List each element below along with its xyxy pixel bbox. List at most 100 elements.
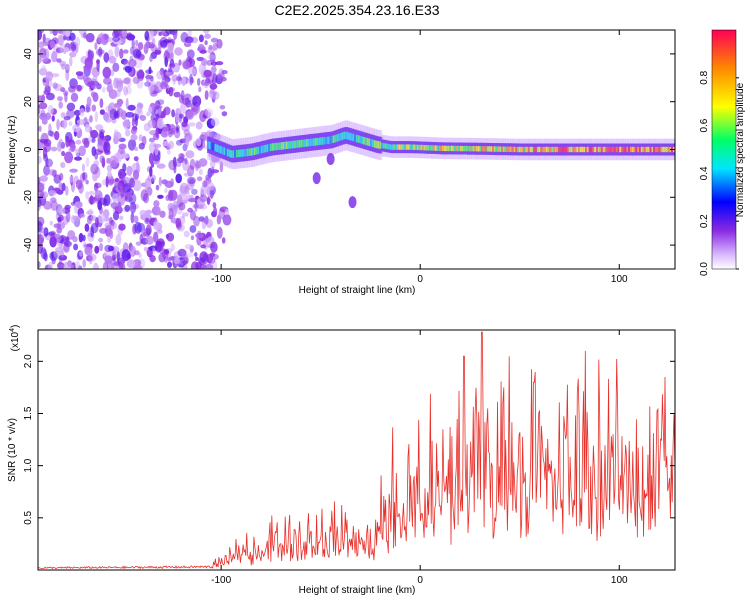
signal-core: [655, 146, 659, 153]
signal-fringe: [527, 138, 532, 161]
signal-core: [407, 144, 412, 150]
noise-blob: [104, 255, 113, 265]
signal-core: [553, 146, 557, 153]
signal-fringe: [257, 135, 261, 166]
signal-fringe: [459, 137, 463, 160]
noise-blob: [111, 260, 119, 269]
noise-blob: [56, 238, 60, 247]
noise-blob: [202, 180, 208, 188]
signal-fringe: [359, 124, 363, 155]
noise-blob: [172, 156, 177, 168]
noise-blob: [158, 176, 162, 187]
signal-core: [334, 134, 338, 143]
noise-blob: [143, 246, 148, 252]
noise-blob: [163, 108, 166, 115]
signal-fringe: [261, 134, 265, 165]
noise-blob: [198, 168, 203, 176]
noise-blob: [190, 235, 195, 241]
signal-fringe: [332, 124, 336, 155]
signal-fringe: [506, 138, 510, 160]
signal-core: [483, 146, 487, 152]
signal-core: [495, 146, 499, 152]
noise-blob: [130, 134, 138, 141]
signal-core: [427, 145, 431, 151]
noise-blob: [212, 202, 217, 209]
signal-core: [526, 146, 530, 153]
noise-blob: [81, 163, 85, 172]
signal-core: [330, 136, 334, 144]
signal-core: [355, 134, 360, 143]
noise-blob: [126, 34, 136, 41]
noise-blob: [149, 166, 153, 177]
noise-blob: [121, 30, 128, 38]
spectrogram-ylabel: Frequency (Hz): [7, 116, 18, 185]
noise-blob: [97, 200, 103, 211]
signal-core: [391, 144, 395, 150]
signal-fringe: [386, 135, 390, 158]
noise-blob: [203, 69, 212, 78]
noise-blob: [61, 150, 66, 157]
signal-core: [287, 141, 291, 149]
signal-fringe: [252, 136, 256, 167]
noise-blob: [150, 217, 158, 223]
signal-core: [467, 145, 471, 152]
noise-blob: [109, 155, 118, 168]
signal-fringe: [241, 138, 245, 169]
signal-fringe: [456, 137, 460, 160]
noise-blob: [153, 231, 159, 243]
noise-blob: [199, 263, 207, 269]
spectrogram-marks: [38, 30, 675, 269]
noise-blob: [54, 130, 60, 141]
signal-core: [357, 135, 361, 143]
signal-fringe: [354, 123, 358, 154]
signal-fringe: [366, 126, 370, 157]
colorbar-tick-label: 0.0: [699, 262, 710, 276]
noise-blob: [131, 38, 135, 50]
noise-blob: [125, 98, 129, 110]
noise-blob: [168, 159, 177, 171]
signal-fringe: [235, 138, 240, 169]
noise-blob: [78, 145, 86, 157]
signal-fringe: [244, 137, 248, 168]
signal-fringe: [658, 138, 662, 161]
signal-fringe: [268, 132, 272, 163]
noise-blob: [53, 174, 62, 184]
signal-core: [486, 146, 490, 152]
signal-fringe: [449, 137, 453, 160]
signal-fringe: [513, 138, 517, 161]
noise-blob: [184, 212, 189, 217]
noise-blob: [115, 234, 122, 246]
signal-fringe: [637, 138, 641, 161]
noise-blob: [38, 105, 41, 115]
signal-core: [646, 146, 650, 153]
signal-core: [284, 141, 288, 150]
signal-fringe: [246, 137, 250, 168]
signal-core: [603, 146, 607, 153]
signal-fringe: [273, 131, 277, 162]
signal-core: [314, 138, 318, 146]
signal-core: [252, 147, 256, 156]
signal-core: [295, 140, 299, 148]
signal-core: [235, 149, 240, 158]
signal-core: [393, 144, 397, 150]
signal-fringe: [664, 138, 668, 161]
noise-blob: [162, 126, 170, 137]
signal-fringe: [493, 138, 498, 160]
noise-blob: [179, 153, 185, 162]
noise-blob: [210, 90, 220, 101]
signal-fringe: [597, 138, 601, 161]
noise-blob: [181, 121, 188, 128]
signal-fringe: [393, 136, 397, 158]
signal-fringe: [427, 137, 431, 159]
signal-fringe: [284, 130, 288, 161]
signal-fringe: [635, 138, 639, 161]
colorbar-tick-label: 0.6: [699, 118, 710, 132]
colorbar-gradient: [711, 29, 737, 270]
signal-fringe: [296, 128, 300, 159]
noise-blob: [139, 103, 144, 109]
signal-fringe: [234, 138, 238, 169]
noise-blob: [90, 222, 99, 234]
noise-blob: [118, 262, 124, 269]
noise-blob: [184, 36, 194, 44]
signal-fringe: [465, 137, 469, 160]
